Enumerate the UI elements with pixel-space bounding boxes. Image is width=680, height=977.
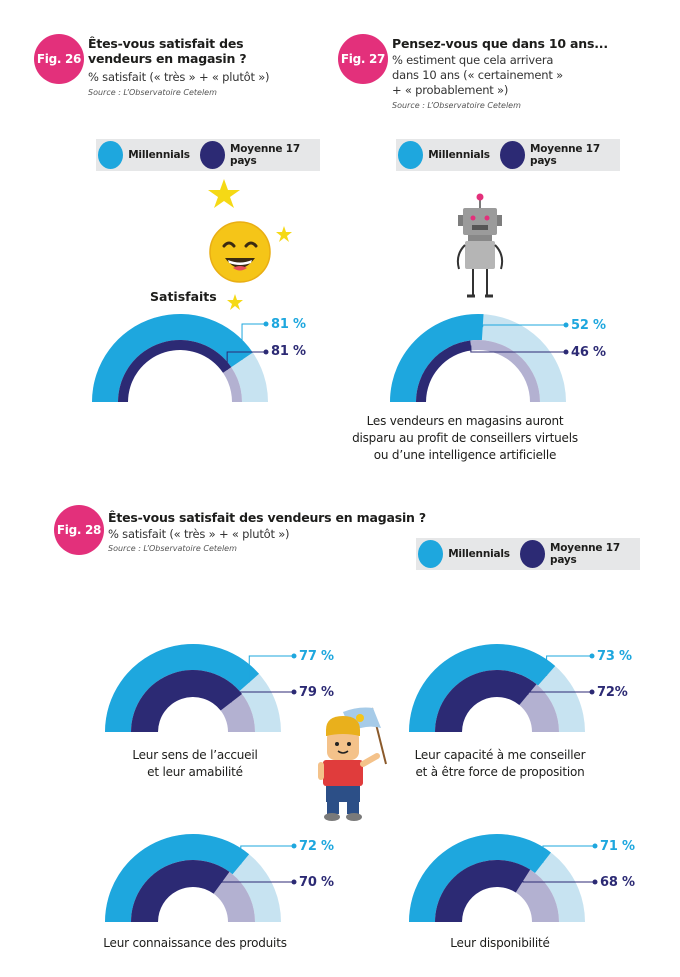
fig27-value-average: 46 %	[571, 345, 606, 360]
legend-label-millennials: Millennials	[448, 548, 510, 560]
leader-dot-millennials	[263, 321, 269, 327]
fig28-conseil-caption-1: Leur capacité à me conseiller	[414, 748, 586, 762]
gauge-arc-average	[118, 340, 232, 402]
fig26-source: Source : L’Observatoire Cetelem	[88, 88, 217, 97]
fig28-subtitle: % satisfait (« très » + « plutôt »)	[108, 527, 290, 541]
legend-swatch-millennials	[418, 540, 444, 568]
fig27-source: Source : L’Observatoire Cetelem	[392, 101, 521, 110]
leader-dot-average	[291, 879, 297, 885]
leader-dot-millennials	[291, 843, 297, 849]
legend-label-average: Moyenne 17 pays	[550, 542, 620, 566]
leader-dot-average	[263, 349, 269, 355]
fig26-title: Êtes-vous satisfait des vendeurs en maga…	[88, 36, 247, 66]
leader-line-millennials	[542, 845, 595, 863]
fig26-subtitle: % satisfait (« très » + « plutôt »)	[88, 70, 270, 84]
fig26-legend: Millennials Moyenne 17 pays	[96, 139, 320, 171]
fig27-subtitle-1: % estiment que cela arrivera	[392, 53, 554, 67]
star-icon	[227, 294, 243, 310]
fig27-title: Pensez-vous que dans 10 ans...	[392, 36, 608, 51]
legend-label-millennials: Millennials	[128, 149, 190, 161]
fig28-accueil-caption-1: Leur sens de l’accueil	[132, 748, 258, 762]
leader-dot-average	[291, 689, 297, 695]
gauge-arc-average	[416, 340, 472, 402]
fig28-accueil-caption-2: et leur amabilité	[147, 765, 243, 779]
leader-dot-average	[589, 689, 595, 695]
fig27-caption-2: disparu au profit de conseillers virtuel…	[352, 431, 578, 445]
leader-line-average	[230, 691, 294, 703]
smiley-illustration	[208, 179, 292, 310]
fig28-title: Êtes-vous satisfait des vendeurs en maga…	[108, 510, 426, 525]
boy-with-flag-illustration	[318, 707, 387, 821]
fig28-conseil-caption-2: et à être force de proposition	[415, 765, 585, 779]
leader-line-millennials	[546, 655, 592, 676]
leader-line-millennials	[248, 655, 294, 683]
fig27-caption-1: Les vendeurs en magasins auront	[366, 414, 564, 428]
fig28-produits-value-average: 70 %	[299, 875, 334, 890]
leader-line-millennials	[240, 845, 294, 865]
legend-label-average: Moyenne 17 pays	[230, 143, 300, 167]
fig28-conseil-value-average: 72%	[597, 685, 628, 700]
leader-line-average	[221, 881, 294, 883]
fig27-legend: Millennials Moyenne 17 pays	[396, 139, 620, 171]
star-icon	[276, 226, 292, 242]
fig28-legend: Millennials Moyenne 17 pays	[416, 538, 640, 570]
leader-dot-average	[563, 349, 569, 355]
gauge-arc-millennials	[105, 834, 250, 922]
fig28-disponibilite-caption: Leur disponibilité	[450, 936, 550, 950]
fig26-badge: Fig. 26	[34, 34, 84, 84]
leader-line-millennials	[482, 324, 566, 328]
fig28-badge: Fig. 28	[54, 505, 104, 555]
leader-dot-average	[592, 879, 598, 885]
star-icon	[208, 179, 240, 208]
gauge-arc-millennials	[390, 314, 484, 402]
gauge-arc-millennials	[105, 644, 260, 732]
fig27-value-millennials: 52 %	[571, 318, 606, 333]
fig27-subtitle-2: dans 10 ans (« certainement »	[392, 68, 563, 82]
fig26-value-average: 81 %	[271, 344, 306, 359]
legend-swatch-millennials	[98, 141, 124, 169]
gauge-arc-average	[131, 860, 230, 922]
gauge-arc-millennials	[409, 644, 556, 732]
leader-dot-millennials	[589, 653, 595, 659]
fig28-produits-caption: Leur connaissance des produits	[103, 936, 287, 950]
fig28-disponibilite-value-average: 68 %	[600, 875, 635, 890]
leader-dot-millennials	[592, 843, 598, 849]
fig27-badge: Fig. 27	[338, 34, 388, 84]
legend-swatch-average	[519, 540, 546, 568]
gauge-arc-average	[435, 860, 531, 922]
fig28-accueil-value-millennials: 77 %	[299, 649, 334, 664]
fig26-value-millennials: 81 %	[271, 317, 306, 332]
gauge-arc-millennials	[409, 834, 551, 922]
fig26-label: Satisfaits	[150, 289, 217, 304]
fig28-disponibilite-value-millennials: 71 %	[600, 839, 635, 854]
leader-line-average	[226, 351, 266, 370]
leader-dot-millennials	[291, 653, 297, 659]
leader-line-millennials	[241, 323, 266, 360]
fig28-produits-value-millennials: 72 %	[299, 839, 334, 854]
legend-swatch-average	[499, 141, 526, 169]
fig28-accueil-value-average: 79 %	[299, 685, 334, 700]
leader-line-average	[470, 345, 566, 353]
leader-dot-millennials	[563, 322, 569, 328]
robot-illustration	[456, 193, 504, 298]
leader-line-average	[527, 691, 592, 695]
gauge-arc-average	[131, 670, 242, 732]
legend-label-average: Moyenne 17 pays	[530, 143, 600, 167]
gauge-arc-average	[435, 670, 537, 732]
fig28-source: Source : L’Observatoire Cetelem	[108, 544, 237, 553]
fig27-subtitle-3: + « probablement »)	[392, 83, 509, 97]
gauge-arc-millennials	[92, 313, 253, 402]
legend-swatch-average	[199, 141, 226, 169]
fig28-conseil-value-millennials: 73 %	[597, 649, 632, 664]
fig27-caption-3: ou d’une intelligence artificielle	[373, 448, 557, 462]
legend-swatch-millennials	[398, 141, 424, 169]
leader-line-average	[522, 881, 595, 883]
legend-label-millennials: Millennials	[428, 149, 490, 161]
